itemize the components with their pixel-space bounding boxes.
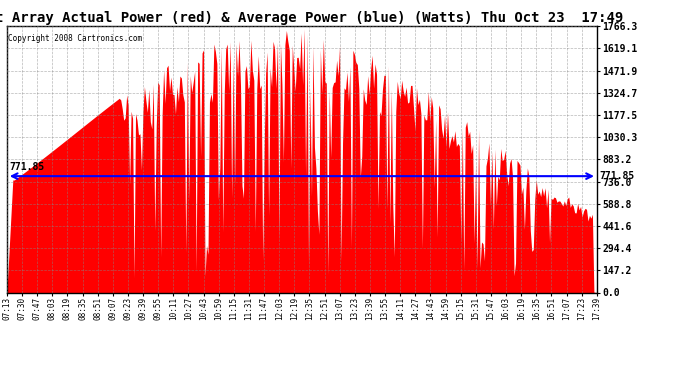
Text: Copyright 2008 Cartronics.com: Copyright 2008 Cartronics.com (8, 34, 142, 43)
Text: East Array Actual Power (red) & Average Power (blue) (Watts) Thu Oct 23  17:49: East Array Actual Power (red) & Average … (0, 11, 623, 25)
Text: 771.85: 771.85 (10, 162, 45, 172)
Text: 771.85: 771.85 (600, 171, 635, 181)
